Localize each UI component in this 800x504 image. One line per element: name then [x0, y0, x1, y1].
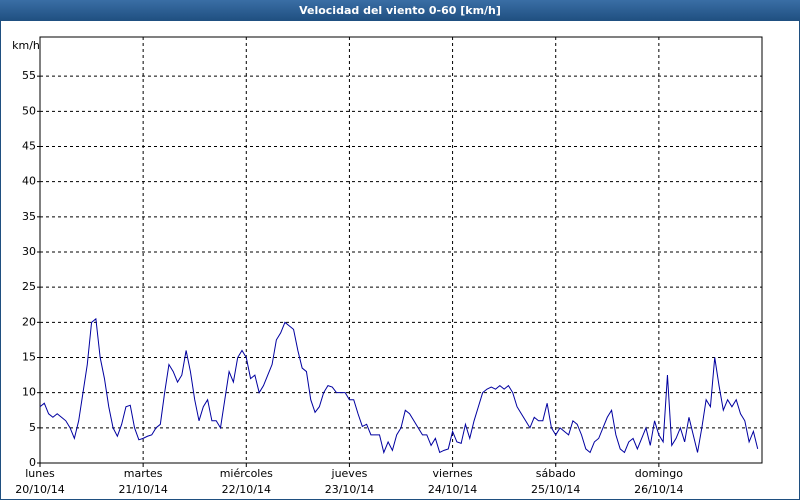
y-tick-label: 15	[22, 351, 36, 364]
y-tick-label: 25	[22, 280, 36, 293]
y-tick-label: 55	[22, 69, 36, 82]
y-tick-label: 40	[22, 175, 36, 188]
x-tick-label: 26/10/14	[634, 483, 683, 496]
chart-title: Velocidad del viento 0-60 [km/h]	[299, 4, 501, 17]
x-tick-label: miércoles	[220, 467, 273, 480]
wind-line	[39, 317, 759, 455]
title-bar	[0, 0, 800, 21]
y-tick-label: 35	[22, 210, 36, 223]
x-tick-label: martes	[124, 467, 163, 480]
x-tick-label: 24/10/14	[428, 483, 477, 496]
y-tick-label: 5	[29, 421, 36, 434]
x-tick-label: 23/10/14	[325, 483, 374, 496]
x-tick-label: lunes	[25, 467, 55, 480]
y-tick-label: 10	[22, 386, 36, 399]
x-tick-label: 25/10/14	[531, 483, 580, 496]
x-tick-label: sábado	[536, 467, 576, 480]
plot-area	[39, 36, 763, 464]
y-tick-label: 45	[22, 140, 36, 153]
x-tick-label: viernes	[433, 467, 473, 480]
x-tick-label: jueves	[331, 467, 368, 480]
y-axis-label: km/h	[12, 39, 40, 52]
y-tick-label: 20	[22, 315, 36, 328]
x-tick-label: 20/10/14	[15, 483, 64, 496]
y-tick-label: 50	[22, 104, 36, 117]
x-tick-label: 21/10/14	[118, 483, 167, 496]
y-tick-label: 0	[29, 456, 36, 469]
x-tick-label: 22/10/14	[222, 483, 271, 496]
x-tick-label: domingo	[635, 467, 683, 480]
y-tick-label: 30	[22, 245, 36, 258]
